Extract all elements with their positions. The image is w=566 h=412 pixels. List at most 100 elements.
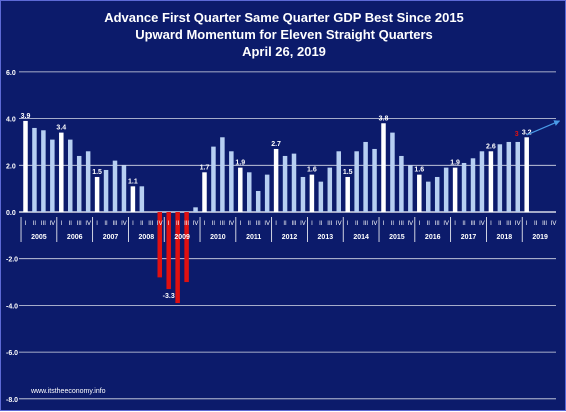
quarter-label: IV	[193, 221, 199, 227]
quarter-label: III	[77, 221, 82, 227]
quarter-label: II	[391, 221, 395, 227]
data-label-2013: 1.6	[307, 167, 317, 174]
bar-2018-q2	[497, 144, 503, 212]
quarter-label: III	[220, 221, 225, 227]
bar-2006-q1	[59, 132, 64, 212]
quarter-label: II	[248, 221, 252, 227]
quarter-label: I	[204, 221, 206, 227]
data-label-2009: -3.3	[163, 293, 175, 300]
quarter-label: II	[427, 221, 431, 227]
year-label-2014: 2014	[353, 234, 369, 241]
year-label-2016: 2016	[425, 234, 441, 241]
quarter-label: III	[542, 221, 547, 227]
quarter-label: IV	[515, 221, 521, 227]
quarter-label: II	[355, 221, 359, 227]
quarter-label: I	[132, 221, 134, 227]
bar-2008-q1	[130, 186, 136, 212]
bar-2009-q2	[175, 212, 180, 304]
data-label-2007: 1.5	[92, 169, 102, 176]
quarter-label: I	[526, 221, 528, 227]
y-tick-label: 4.0	[6, 117, 16, 124]
chart-subtitle: Upward Momentum for Eleven Straight Quar…	[135, 27, 433, 42]
bar-2010-q4	[229, 151, 234, 212]
bar-2015-q1	[381, 123, 386, 212]
quarter-label: II	[212, 221, 216, 227]
bar-2005-q1	[23, 120, 28, 212]
bar-2007-q1	[94, 176, 100, 212]
quarter-label: I	[454, 221, 456, 227]
quarter-label: I	[60, 221, 62, 227]
year-label-2018: 2018	[497, 234, 513, 241]
quarter-label: IV	[443, 221, 449, 227]
source-credit: www.itstheeconomy.info	[31, 388, 106, 395]
y-tick-label: 6.0	[6, 70, 16, 77]
bar-2006-q4	[85, 151, 91, 212]
quarter-label: I	[25, 221, 27, 227]
quarter-label: I	[490, 221, 492, 227]
quarter-label: III	[184, 221, 189, 227]
chart-date: April 26, 2019	[242, 44, 326, 59]
quarter-label: IV	[336, 221, 342, 227]
quarter-label: IV	[264, 221, 270, 227]
year-label-2012: 2012	[282, 234, 298, 241]
year-label-2009: 2009	[174, 234, 190, 241]
bar-2010-q2	[211, 146, 216, 212]
quarter-label: III	[291, 221, 296, 227]
y-tick-label: -2.0	[6, 257, 18, 264]
quarter-label: IV	[85, 221, 91, 227]
quarter-label: III	[148, 221, 153, 227]
data-label-2012: 2.7	[271, 141, 281, 148]
quarter-label: I	[311, 221, 313, 227]
bar-2009-q3	[184, 212, 189, 283]
year-label-2010: 2010	[210, 234, 226, 241]
year-label-2005: 2005	[31, 234, 47, 241]
data-label-2017: 1.9	[450, 160, 460, 167]
bar-2016-q4	[443, 167, 449, 212]
quarter-label: III	[112, 221, 117, 227]
quarter-label: I	[239, 221, 241, 227]
bar-2005-q2	[32, 127, 37, 212]
bar-2012-q1	[273, 148, 279, 212]
bar-2016-q1	[417, 174, 422, 212]
quarter-label: II	[283, 221, 287, 227]
quarter-label: I	[275, 221, 277, 227]
quarter-label: III	[435, 221, 440, 227]
bar-2013-q2	[318, 181, 324, 212]
data-label-2005: 3.9	[21, 113, 31, 120]
bar-2011-q2	[247, 172, 252, 212]
quarter-label: II	[176, 221, 180, 227]
bar-2013-q4	[336, 151, 341, 212]
data-label-2010: 1.7	[200, 164, 210, 171]
bar-2017-q1	[452, 167, 458, 212]
bar-2012-q3	[291, 153, 297, 212]
bar-2019-q1	[524, 137, 529, 212]
year-label-2006: 2006	[67, 234, 83, 241]
bar-2014-q2	[354, 151, 359, 212]
trend-arrow	[526, 120, 561, 136]
quarter-label: IV	[479, 221, 485, 227]
bar-2014-q3	[363, 141, 368, 212]
quarter-label: III	[470, 221, 475, 227]
bar-2017-q2	[461, 162, 467, 212]
bar-2018-q4	[515, 141, 520, 212]
bar-2012-q4	[300, 176, 306, 212]
bar-2005-q3	[41, 130, 46, 212]
quarter-label: I	[383, 221, 385, 227]
quarter-label: IV	[551, 221, 557, 227]
chart-title: Advance First Quarter Same Quarter GDP B…	[104, 10, 464, 25]
bar-2017-q3	[470, 158, 476, 212]
quarter-label: IV	[408, 221, 414, 227]
y-tick-label: -8.0	[6, 397, 18, 404]
year-label-2017: 2017	[461, 234, 477, 241]
quarter-label: II	[69, 221, 73, 227]
bar-2009-q4	[193, 207, 198, 212]
y-tick-label: -6.0	[6, 350, 18, 357]
y-tick-label: 0.0	[6, 210, 16, 217]
quarter-label: I	[418, 221, 420, 227]
year-label-2011: 2011	[246, 234, 261, 241]
quarter-label: II	[534, 221, 538, 227]
data-label-2006: 3.4	[56, 125, 66, 132]
quarter-label: IV	[300, 221, 306, 227]
bar-2010-q3	[220, 137, 225, 212]
